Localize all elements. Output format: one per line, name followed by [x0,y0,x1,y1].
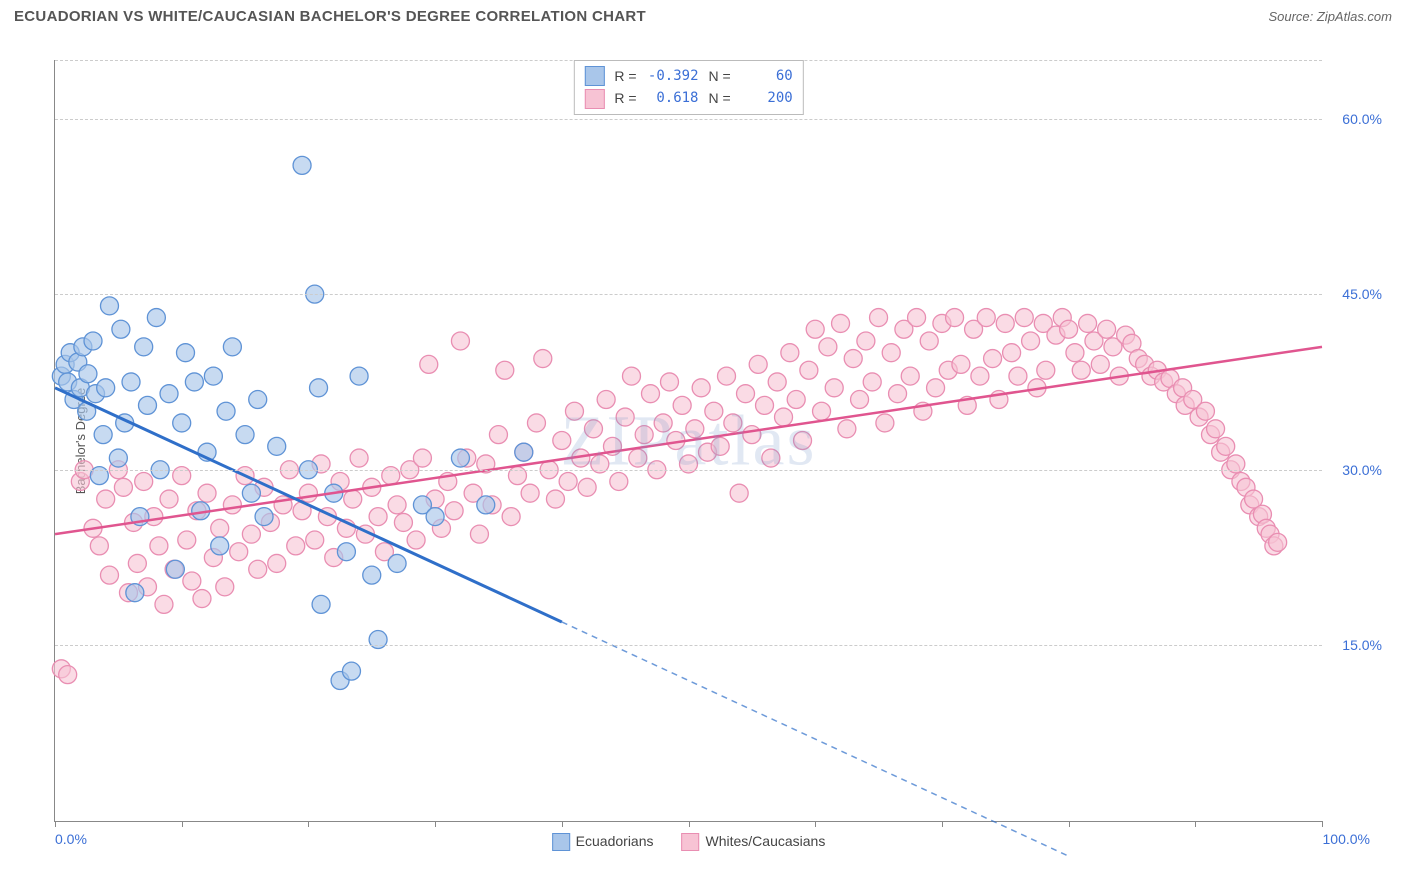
n-value-pink: 200 [741,87,793,109]
r-label: R = [614,87,636,109]
x-tick [815,821,816,827]
x-min-label: 0.0% [55,831,87,847]
r-label: R = [614,65,636,87]
legend-item-blue: Ecuadorians [552,833,654,851]
series-legend: Ecuadorians Whites/Caucasians [552,833,826,851]
r-value-pink: 0.618 [647,87,699,109]
source-name: ZipAtlas.com [1317,9,1392,24]
legend-label-pink: Whites/Caucasians [706,833,826,849]
x-tick [55,821,56,827]
legend-label-blue: Ecuadorians [576,833,654,849]
legend-item-pink: Whites/Caucasians [682,833,826,851]
chart-header: ECUADORIAN VS WHITE/CAUCASIAN BACHELOR'S… [0,0,1406,31]
correlation-legend: R = -0.392 N = 60 R = 0.618 N = 200 [573,60,803,115]
x-tick [435,821,436,827]
x-tick [1322,821,1323,827]
x-tick [562,821,563,827]
chart-source: Source: ZipAtlas.com [1268,9,1392,24]
y-tick-label: 60.0% [1342,111,1382,127]
chart-title: ECUADORIAN VS WHITE/CAUCASIAN BACHELOR'S… [14,8,646,25]
plot-area: ZIPatlas R = -0.392 N = 60 R = 0.618 N =… [54,60,1322,822]
y-tick-label: 15.0% [1342,637,1382,653]
n-label: N = [709,87,731,109]
chart-area: ZIPatlas R = -0.392 N = 60 R = 0.618 N =… [14,40,1392,862]
scatter-svg [55,60,1322,821]
x-max-label: 100.0% [1323,831,1370,847]
y-tick-label: 45.0% [1342,286,1382,302]
legend-row-pink: R = 0.618 N = 200 [584,87,792,109]
x-tick [1195,821,1196,827]
x-tick [1069,821,1070,827]
legend-row-blue: R = -0.392 N = 60 [584,65,792,87]
n-label: N = [709,65,731,87]
x-tick [689,821,690,827]
n-value-blue: 60 [741,65,793,87]
x-tick [942,821,943,827]
legend-swatch-pink [584,89,604,109]
r-value-blue: -0.392 [647,65,699,87]
legend-swatch-blue [584,66,604,86]
x-tick [182,821,183,827]
source-prefix: Source: [1268,9,1316,24]
legend-swatch-blue-icon [552,833,570,851]
y-tick-label: 30.0% [1342,462,1382,478]
x-tick [308,821,309,827]
legend-swatch-pink-icon [682,833,700,851]
